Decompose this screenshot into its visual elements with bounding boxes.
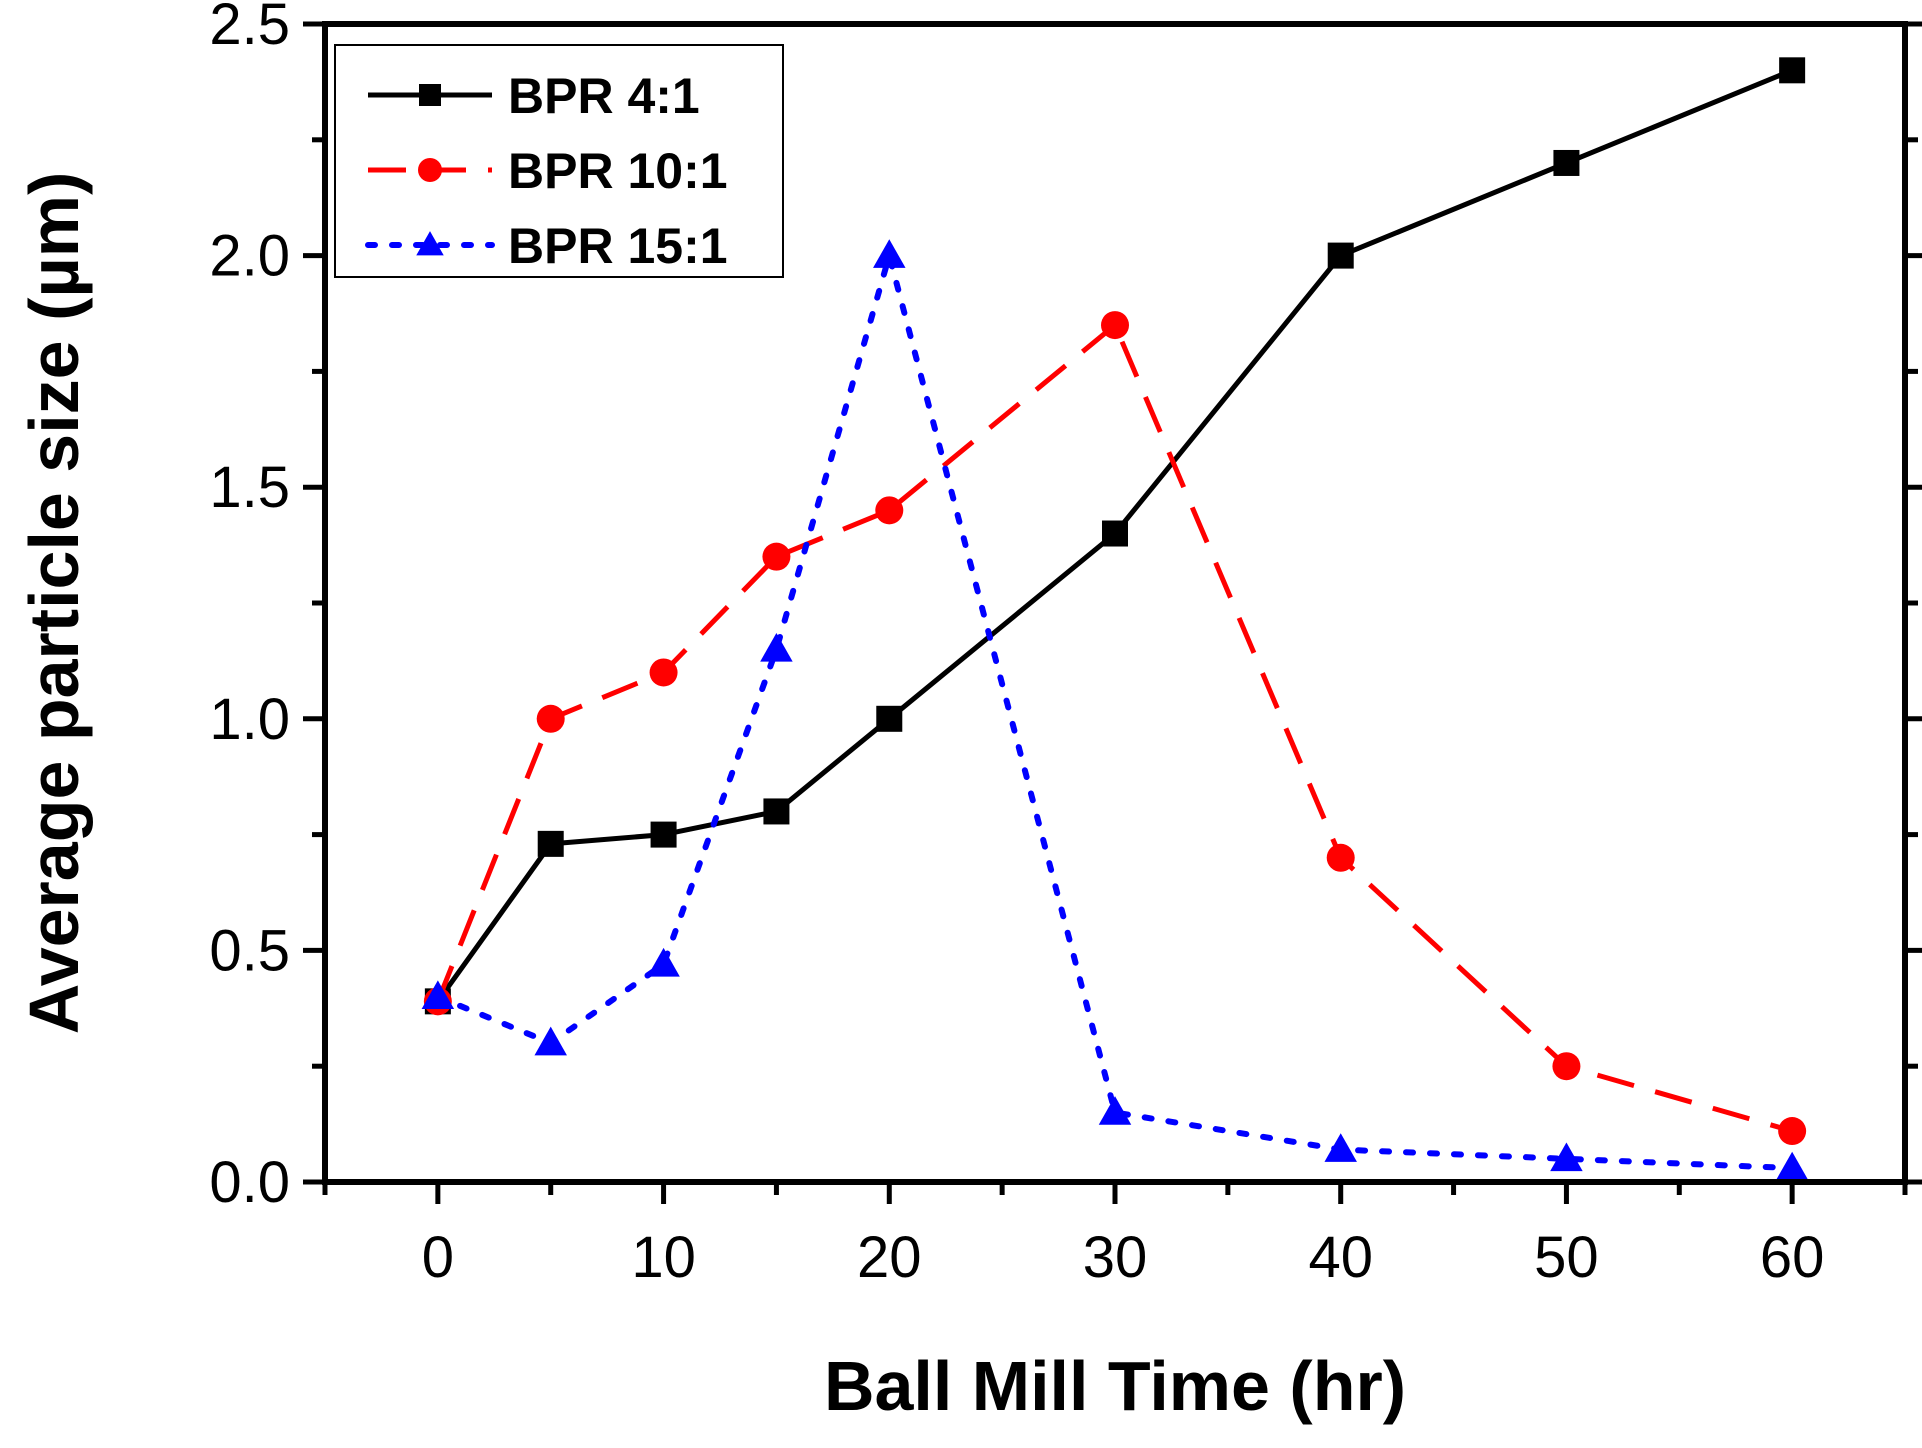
- y-tick-label: 0.0: [209, 1150, 290, 1215]
- x-tick-label: 0: [422, 1225, 454, 1290]
- series-line: [435, 322, 1793, 1134]
- triangle-marker: [647, 947, 680, 977]
- series-line: [434, 252, 1796, 1172]
- circle-marker: [875, 496, 904, 525]
- x-tick-label: 30: [1083, 1225, 1148, 1290]
- circle-marker: [1552, 1052, 1581, 1081]
- triangle-marker: [873, 239, 906, 268]
- triangle-marker: [421, 980, 455, 1010]
- legend-entry: BPR 4:1: [368, 68, 700, 124]
- square-marker: [1779, 57, 1806, 84]
- square-marker: [537, 830, 564, 857]
- circle-marker: [536, 704, 565, 733]
- legend-label: BPR 10:1: [508, 143, 728, 199]
- x-tick-label: 50: [1534, 1225, 1599, 1290]
- x-tick-label: 20: [857, 1225, 922, 1290]
- legend-circle-marker: [418, 158, 442, 182]
- legend-square-marker: [419, 84, 441, 106]
- legend-triangle-marker: [416, 231, 444, 256]
- tick-labels: 0 10 20 30 40 50 60 0.0 0.5 1.0 1.5 2.0 2.5: [209, 0, 1824, 1290]
- triangle-marker: [534, 1026, 567, 1056]
- square-marker: [650, 821, 677, 848]
- square-marker: [1327, 242, 1354, 269]
- series-3: [421, 239, 1809, 1181]
- triangle-marker: [1775, 1151, 1809, 1181]
- x-axis-title: Ball Mill Time (hr): [824, 1347, 1406, 1425]
- legend-label: BPR 4:1: [508, 68, 700, 124]
- y-tick-label: 1.5: [209, 455, 290, 520]
- triangle-marker: [1550, 1142, 1583, 1172]
- legend-entry: BPR 15:1: [365, 218, 728, 274]
- legend-entry: BPR 10:1: [368, 143, 728, 199]
- x-tick-label: 10: [631, 1225, 696, 1290]
- square-marker: [1102, 520, 1128, 547]
- square-marker: [763, 798, 790, 825]
- circle-marker: [1101, 311, 1129, 340]
- series-lines: [421, 57, 1809, 1181]
- legend-label: BPR 15:1: [508, 218, 728, 274]
- legend: BPR 4:1 BPR 10:1 BPR 15:1: [334, 44, 784, 278]
- y-tick-label: 2.0: [209, 224, 290, 289]
- circle-marker: [1778, 1117, 1807, 1146]
- triangle-marker: [1098, 1096, 1132, 1125]
- square-marker: [876, 705, 903, 732]
- y-axis-title: Average particle size (µm): [15, 172, 93, 1035]
- series-2: [423, 311, 1807, 1146]
- plot-frame: [322, 21, 1908, 1185]
- square-marker: [1553, 149, 1580, 176]
- y-tick-label: 1.0: [209, 687, 290, 752]
- y-tick-label: 2.5: [209, 0, 290, 57]
- legend-box: [334, 44, 784, 278]
- triangle-marker: [1324, 1133, 1357, 1162]
- x-tick-label: 60: [1760, 1225, 1825, 1290]
- x-tick-label: 40: [1308, 1225, 1373, 1290]
- y-tick-label: 0.5: [209, 918, 290, 983]
- circle-marker: [762, 542, 791, 571]
- triangle-marker: [760, 632, 793, 662]
- circle-marker: [649, 658, 678, 687]
- circle-marker: [1326, 843, 1355, 872]
